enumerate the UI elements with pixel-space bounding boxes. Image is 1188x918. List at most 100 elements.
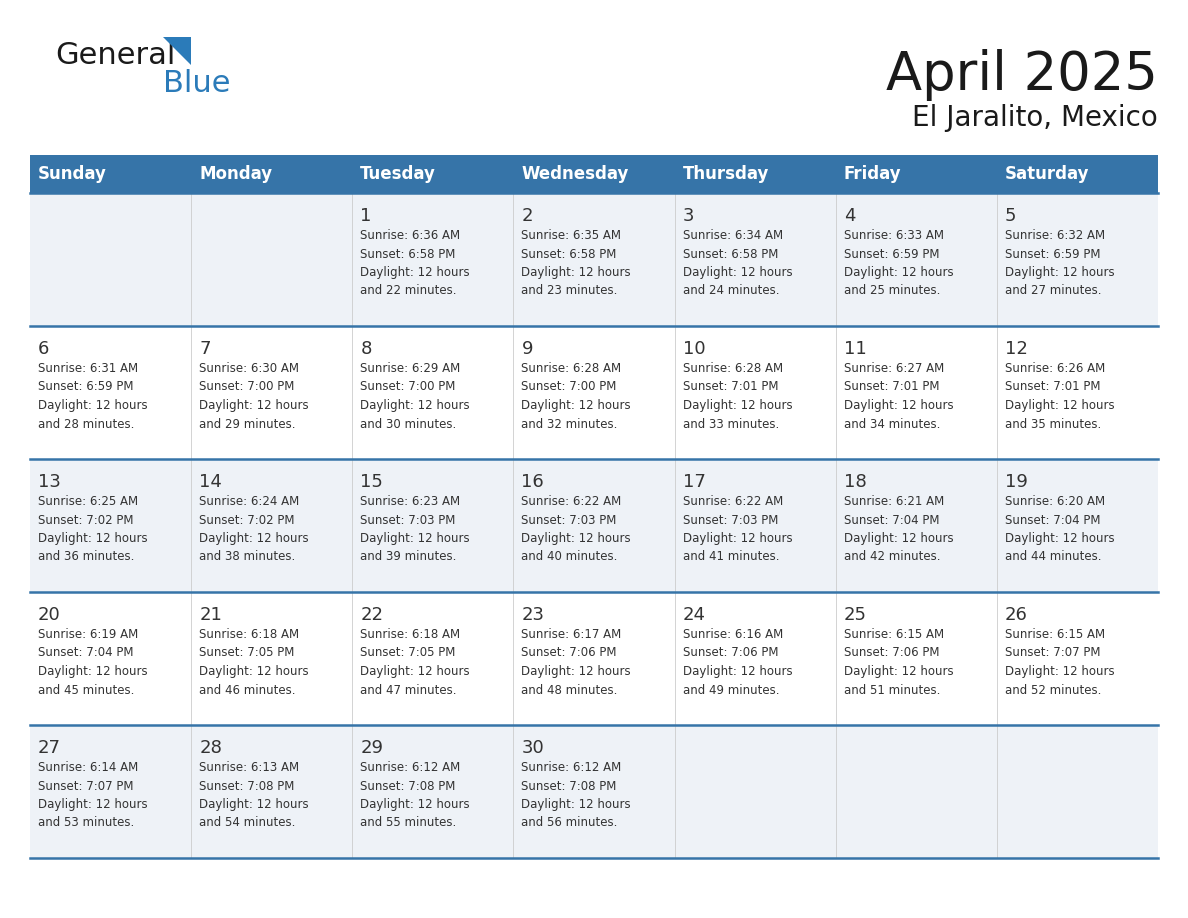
- Text: Sunday: Sunday: [38, 165, 107, 183]
- Text: Sunrise: 6:27 AM
Sunset: 7:01 PM
Daylight: 12 hours
and 34 minutes.: Sunrise: 6:27 AM Sunset: 7:01 PM Dayligh…: [843, 362, 953, 431]
- FancyBboxPatch shape: [191, 459, 353, 592]
- Text: April 2025: April 2025: [886, 49, 1158, 101]
- Text: Sunrise: 6:35 AM
Sunset: 6:58 PM
Daylight: 12 hours
and 23 minutes.: Sunrise: 6:35 AM Sunset: 6:58 PM Dayligh…: [522, 229, 631, 297]
- Text: 6: 6: [38, 340, 50, 358]
- FancyBboxPatch shape: [191, 155, 353, 193]
- Text: Sunrise: 6:22 AM
Sunset: 7:03 PM
Daylight: 12 hours
and 40 minutes.: Sunrise: 6:22 AM Sunset: 7:03 PM Dayligh…: [522, 495, 631, 564]
- FancyBboxPatch shape: [675, 725, 835, 858]
- FancyBboxPatch shape: [353, 193, 513, 326]
- Text: Saturday: Saturday: [1005, 165, 1089, 183]
- Text: 17: 17: [683, 473, 706, 491]
- Text: 4: 4: [843, 207, 855, 225]
- FancyBboxPatch shape: [997, 592, 1158, 725]
- Text: Sunrise: 6:24 AM
Sunset: 7:02 PM
Daylight: 12 hours
and 38 minutes.: Sunrise: 6:24 AM Sunset: 7:02 PM Dayligh…: [200, 495, 309, 564]
- Text: Sunrise: 6:25 AM
Sunset: 7:02 PM
Daylight: 12 hours
and 36 minutes.: Sunrise: 6:25 AM Sunset: 7:02 PM Dayligh…: [38, 495, 147, 564]
- Text: Blue: Blue: [163, 69, 230, 97]
- FancyBboxPatch shape: [835, 326, 997, 459]
- FancyBboxPatch shape: [835, 155, 997, 193]
- Text: Wednesday: Wednesday: [522, 165, 628, 183]
- FancyBboxPatch shape: [30, 459, 191, 592]
- Polygon shape: [163, 37, 191, 65]
- FancyBboxPatch shape: [675, 459, 835, 592]
- Text: 25: 25: [843, 606, 867, 624]
- FancyBboxPatch shape: [675, 592, 835, 725]
- Text: Sunrise: 6:18 AM
Sunset: 7:05 PM
Daylight: 12 hours
and 46 minutes.: Sunrise: 6:18 AM Sunset: 7:05 PM Dayligh…: [200, 628, 309, 697]
- FancyBboxPatch shape: [513, 459, 675, 592]
- Text: 1: 1: [360, 207, 372, 225]
- Text: Thursday: Thursday: [683, 165, 769, 183]
- FancyBboxPatch shape: [191, 592, 353, 725]
- FancyBboxPatch shape: [353, 326, 513, 459]
- Text: 15: 15: [360, 473, 384, 491]
- Text: Sunrise: 6:15 AM
Sunset: 7:07 PM
Daylight: 12 hours
and 52 minutes.: Sunrise: 6:15 AM Sunset: 7:07 PM Dayligh…: [1005, 628, 1114, 697]
- Text: 20: 20: [38, 606, 61, 624]
- FancyBboxPatch shape: [191, 193, 353, 326]
- FancyBboxPatch shape: [513, 725, 675, 858]
- Text: General: General: [55, 40, 176, 70]
- FancyBboxPatch shape: [353, 459, 513, 592]
- Text: 16: 16: [522, 473, 544, 491]
- Text: Friday: Friday: [843, 165, 902, 183]
- FancyBboxPatch shape: [30, 155, 191, 193]
- FancyBboxPatch shape: [513, 592, 675, 725]
- FancyBboxPatch shape: [835, 725, 997, 858]
- Text: Sunrise: 6:28 AM
Sunset: 7:00 PM
Daylight: 12 hours
and 32 minutes.: Sunrise: 6:28 AM Sunset: 7:00 PM Dayligh…: [522, 362, 631, 431]
- FancyBboxPatch shape: [513, 155, 675, 193]
- Text: Sunrise: 6:32 AM
Sunset: 6:59 PM
Daylight: 12 hours
and 27 minutes.: Sunrise: 6:32 AM Sunset: 6:59 PM Dayligh…: [1005, 229, 1114, 297]
- Text: 14: 14: [200, 473, 222, 491]
- FancyBboxPatch shape: [30, 193, 191, 326]
- FancyBboxPatch shape: [30, 592, 191, 725]
- FancyBboxPatch shape: [675, 326, 835, 459]
- Text: Sunrise: 6:13 AM
Sunset: 7:08 PM
Daylight: 12 hours
and 54 minutes.: Sunrise: 6:13 AM Sunset: 7:08 PM Dayligh…: [200, 761, 309, 830]
- Text: 5: 5: [1005, 207, 1017, 225]
- FancyBboxPatch shape: [997, 193, 1158, 326]
- FancyBboxPatch shape: [30, 326, 191, 459]
- Text: 11: 11: [843, 340, 866, 358]
- FancyBboxPatch shape: [513, 326, 675, 459]
- Text: 13: 13: [38, 473, 61, 491]
- FancyBboxPatch shape: [513, 193, 675, 326]
- Text: Sunrise: 6:20 AM
Sunset: 7:04 PM
Daylight: 12 hours
and 44 minutes.: Sunrise: 6:20 AM Sunset: 7:04 PM Dayligh…: [1005, 495, 1114, 564]
- Text: 23: 23: [522, 606, 544, 624]
- Text: 2: 2: [522, 207, 533, 225]
- Text: Sunrise: 6:18 AM
Sunset: 7:05 PM
Daylight: 12 hours
and 47 minutes.: Sunrise: 6:18 AM Sunset: 7:05 PM Dayligh…: [360, 628, 470, 697]
- Text: Monday: Monday: [200, 165, 272, 183]
- Text: 28: 28: [200, 739, 222, 757]
- Text: 10: 10: [683, 340, 706, 358]
- Text: 12: 12: [1005, 340, 1028, 358]
- FancyBboxPatch shape: [353, 592, 513, 725]
- FancyBboxPatch shape: [675, 193, 835, 326]
- FancyBboxPatch shape: [835, 592, 997, 725]
- Text: Sunrise: 6:29 AM
Sunset: 7:00 PM
Daylight: 12 hours
and 30 minutes.: Sunrise: 6:29 AM Sunset: 7:00 PM Dayligh…: [360, 362, 470, 431]
- Text: 18: 18: [843, 473, 866, 491]
- Text: 9: 9: [522, 340, 533, 358]
- Text: Sunrise: 6:28 AM
Sunset: 7:01 PM
Daylight: 12 hours
and 33 minutes.: Sunrise: 6:28 AM Sunset: 7:01 PM Dayligh…: [683, 362, 792, 431]
- Text: El Jaralito, Mexico: El Jaralito, Mexico: [912, 104, 1158, 132]
- Text: 8: 8: [360, 340, 372, 358]
- Text: 26: 26: [1005, 606, 1028, 624]
- Text: Sunrise: 6:15 AM
Sunset: 7:06 PM
Daylight: 12 hours
and 51 minutes.: Sunrise: 6:15 AM Sunset: 7:06 PM Dayligh…: [843, 628, 953, 697]
- Text: Sunrise: 6:34 AM
Sunset: 6:58 PM
Daylight: 12 hours
and 24 minutes.: Sunrise: 6:34 AM Sunset: 6:58 PM Dayligh…: [683, 229, 792, 297]
- Text: Sunrise: 6:22 AM
Sunset: 7:03 PM
Daylight: 12 hours
and 41 minutes.: Sunrise: 6:22 AM Sunset: 7:03 PM Dayligh…: [683, 495, 792, 564]
- Text: 29: 29: [360, 739, 384, 757]
- FancyBboxPatch shape: [997, 326, 1158, 459]
- Text: 30: 30: [522, 739, 544, 757]
- FancyBboxPatch shape: [997, 155, 1158, 193]
- FancyBboxPatch shape: [191, 725, 353, 858]
- Text: Sunrise: 6:16 AM
Sunset: 7:06 PM
Daylight: 12 hours
and 49 minutes.: Sunrise: 6:16 AM Sunset: 7:06 PM Dayligh…: [683, 628, 792, 697]
- Text: Sunrise: 6:14 AM
Sunset: 7:07 PM
Daylight: 12 hours
and 53 minutes.: Sunrise: 6:14 AM Sunset: 7:07 PM Dayligh…: [38, 761, 147, 830]
- FancyBboxPatch shape: [835, 193, 997, 326]
- Text: Sunrise: 6:36 AM
Sunset: 6:58 PM
Daylight: 12 hours
and 22 minutes.: Sunrise: 6:36 AM Sunset: 6:58 PM Dayligh…: [360, 229, 470, 297]
- Text: Sunrise: 6:21 AM
Sunset: 7:04 PM
Daylight: 12 hours
and 42 minutes.: Sunrise: 6:21 AM Sunset: 7:04 PM Dayligh…: [843, 495, 953, 564]
- FancyBboxPatch shape: [835, 459, 997, 592]
- FancyBboxPatch shape: [997, 459, 1158, 592]
- Text: 19: 19: [1005, 473, 1028, 491]
- Text: 3: 3: [683, 207, 694, 225]
- Text: Sunrise: 6:33 AM
Sunset: 6:59 PM
Daylight: 12 hours
and 25 minutes.: Sunrise: 6:33 AM Sunset: 6:59 PM Dayligh…: [843, 229, 953, 297]
- Text: 27: 27: [38, 739, 61, 757]
- Text: Sunrise: 6:26 AM
Sunset: 7:01 PM
Daylight: 12 hours
and 35 minutes.: Sunrise: 6:26 AM Sunset: 7:01 PM Dayligh…: [1005, 362, 1114, 431]
- FancyBboxPatch shape: [997, 725, 1158, 858]
- FancyBboxPatch shape: [353, 725, 513, 858]
- Text: Sunrise: 6:12 AM
Sunset: 7:08 PM
Daylight: 12 hours
and 55 minutes.: Sunrise: 6:12 AM Sunset: 7:08 PM Dayligh…: [360, 761, 470, 830]
- Text: 24: 24: [683, 606, 706, 624]
